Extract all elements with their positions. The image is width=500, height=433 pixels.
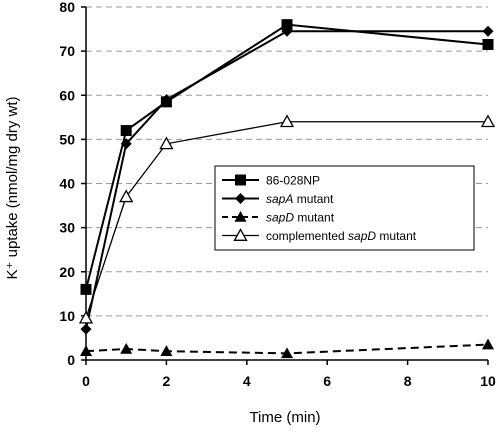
data-point-2-3 — [281, 347, 293, 359]
data-point-3-3 — [279, 114, 295, 128]
y-tick-label: 0 — [67, 352, 75, 368]
legend-entry-3: complemented sapD mutant — [222, 228, 417, 243]
legend-marker-2 — [234, 211, 247, 222]
data-point-0-4 — [482, 39, 494, 51]
data-point-0-1 — [120, 125, 132, 137]
y-tick-label: 40 — [59, 176, 75, 192]
data-point-1-3 — [281, 25, 293, 37]
legend: 86-028NP sapA mutant sapD mutant complement… — [214, 165, 475, 251]
legend-entry-0: 86-028NP — [222, 174, 320, 188]
y-tick-label: 80 — [59, 0, 75, 15]
data-point-3-2 — [159, 136, 174, 150]
x-tick-label: 4 — [243, 373, 251, 389]
data-point-0-3 — [281, 19, 293, 31]
legend-entry-1: sapA mutant — [222, 192, 334, 206]
data-point-0-0 — [80, 283, 92, 295]
y-axis-title-text: K⁺ uptake (nmol/mg dry wt) — [4, 97, 21, 280]
y-tick-label: 30 — [59, 220, 75, 236]
data-point-3-1 — [119, 189, 134, 203]
series-3 — [78, 114, 496, 324]
legend-label-0: 86-028NP — [266, 174, 320, 188]
data-point-1-4 — [482, 25, 494, 37]
axes — [81, 6, 489, 365]
x-tick-label: 8 — [404, 373, 412, 389]
legend-marker-3 — [233, 228, 248, 241]
legend-label-2: sapD mutant — [266, 211, 335, 225]
y-tick-label: 60 — [59, 87, 75, 103]
legend-label-1: sapA mutant — [266, 192, 334, 206]
legend-marker-0 — [235, 174, 246, 186]
y-tick-labels: 0 10 20 30 40 50 60 70 80 — [59, 0, 75, 368]
data-point-3-0 — [78, 310, 94, 324]
x-axis-title: Time (min) — [249, 409, 320, 426]
data-point-2-0 — [80, 345, 92, 356]
data-point-1-2 — [160, 94, 172, 106]
data-point-2-2 — [160, 345, 173, 356]
y-axis-title: K⁺ uptake (nmol/mg dry wt) — [4, 97, 21, 280]
x-tick-label: 2 — [163, 373, 171, 389]
legend-marker-1 — [235, 193, 246, 204]
legend-entry-2: sapD mutant — [222, 211, 335, 225]
series-0 — [80, 19, 494, 295]
data-point-3-4 — [480, 114, 496, 128]
data-point-2-1 — [120, 342, 133, 354]
series-1 — [80, 25, 494, 335]
series-2 — [80, 338, 494, 359]
y-tick-label: 20 — [59, 264, 75, 280]
series-layer — [78, 19, 496, 359]
y-tick-label: 70 — [59, 43, 75, 59]
y-tick-label: 10 — [59, 308, 75, 324]
data-point-1-0 — [80, 323, 92, 335]
legend-label-3: complemented sapD mutant — [266, 229, 417, 243]
x-tick-label: 0 — [82, 373, 90, 389]
x-tick-label: 6 — [323, 373, 331, 389]
x-tick-labels: 0 2 4 6 8 10 — [82, 373, 496, 389]
x-tick-label: 10 — [480, 373, 496, 389]
gridlines — [86, 6, 488, 317]
data-point-2-4 — [482, 338, 494, 350]
data-point-1-1 — [120, 138, 132, 150]
y-tick-label: 50 — [59, 131, 75, 147]
